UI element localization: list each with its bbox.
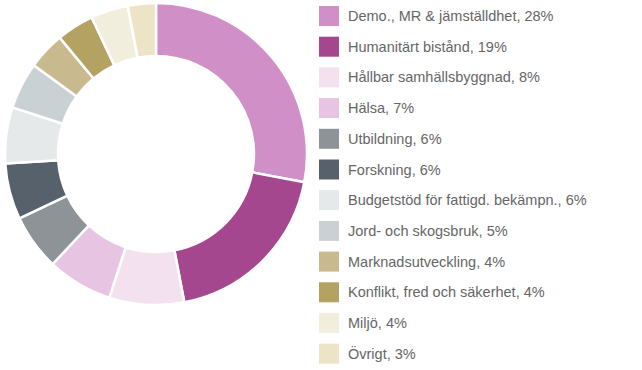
legend-value: 28% xyxy=(524,8,553,24)
legend-label: Humanitärt bistånd, 19% xyxy=(348,39,507,55)
legend-value: 6% xyxy=(421,131,442,147)
legend-swatch xyxy=(319,221,339,241)
chart: Demo., MR & jämställdhet, 28% Humanitärt … xyxy=(0,0,642,370)
legend-swatch xyxy=(319,344,339,364)
legend-value: 19% xyxy=(478,39,507,55)
legend-separator: , xyxy=(516,284,524,300)
legend-separator: , xyxy=(511,69,519,85)
legend-swatch xyxy=(319,160,339,180)
legend-name: Forskning xyxy=(348,162,412,178)
legend-separator: , xyxy=(385,100,393,116)
legend-label: Utbildning, 6% xyxy=(348,131,442,147)
legend-separator: , xyxy=(470,39,478,55)
legend-label: Hälsa, 7% xyxy=(348,100,414,116)
legend-value: 6% xyxy=(420,162,441,178)
legend-swatch xyxy=(319,6,339,26)
legend-name: Hållbar samhällsbyggnad xyxy=(348,69,511,85)
legend-value: 3% xyxy=(395,346,416,362)
slice xyxy=(174,172,304,302)
legend-value: 7% xyxy=(393,100,414,116)
legend-separator: , xyxy=(378,315,386,331)
legend-name: Jord- och skogsbruk xyxy=(348,223,479,239)
legend-separator: , xyxy=(558,192,566,208)
legend-swatch xyxy=(319,98,339,118)
legend-swatch xyxy=(319,190,339,210)
legend-name: Utbildning xyxy=(348,131,413,147)
legend-name: Övrigt xyxy=(348,345,387,362)
slice xyxy=(5,160,67,218)
legend-label: Konflikt, fred och säkerhet, 4% xyxy=(348,284,545,300)
legend-separator: , xyxy=(479,223,487,239)
legend-separator: , xyxy=(412,162,420,178)
legend-swatch xyxy=(319,67,339,87)
legend-label: Forskning, 6% xyxy=(348,162,441,178)
legend-label: Marknadsutveckling, 4% xyxy=(348,254,505,270)
legend-swatch xyxy=(319,282,339,302)
legend-swatch xyxy=(319,129,339,149)
legend-name: Budgetstöd för fattigd. bekämpn. xyxy=(348,192,558,208)
legend-name: Konflikt, fred och säkerhet xyxy=(348,284,516,300)
legend-name: Miljö xyxy=(348,315,378,331)
legend-value: 4% xyxy=(484,254,505,270)
legend-label: Miljö, 4% xyxy=(348,315,407,331)
legend: Demo., MR & jämställdhet, 28% Humanitärt … xyxy=(319,6,587,364)
legend-separator: , xyxy=(387,346,395,362)
legend-name: Hälsa xyxy=(348,100,386,116)
legend-label: Budgetstöd för fattigd. bekämpn., 6% xyxy=(348,192,587,208)
legend-swatch xyxy=(319,37,339,57)
slice xyxy=(128,3,156,58)
legend-name: Marknadsutveckling xyxy=(348,254,476,270)
legend-separator: , xyxy=(516,8,524,24)
legend-separator: , xyxy=(413,131,421,147)
legend-separator: , xyxy=(476,254,484,270)
legend-label: Jord- och skogsbruk, 5% xyxy=(348,223,508,239)
legend-value: 4% xyxy=(386,315,407,331)
legend-name: Demo., MR & jämställdhet xyxy=(348,8,516,24)
legend-label: Övrigt, 3% xyxy=(348,345,416,362)
legend-value: 8% xyxy=(519,69,540,85)
legend-swatch xyxy=(319,313,339,333)
legend-value: 5% xyxy=(487,223,508,239)
donut xyxy=(5,3,307,305)
slice xyxy=(156,3,307,182)
legend-value: 6% xyxy=(566,192,587,208)
legend-label: Demo., MR & jämställdhet, 28% xyxy=(348,8,554,24)
legend-swatch xyxy=(319,252,339,272)
legend-label: Hållbar samhällsbyggnad, 8% xyxy=(348,69,540,85)
legend-name: Humanitärt bistånd xyxy=(348,39,470,55)
legend-value: 4% xyxy=(524,284,545,300)
